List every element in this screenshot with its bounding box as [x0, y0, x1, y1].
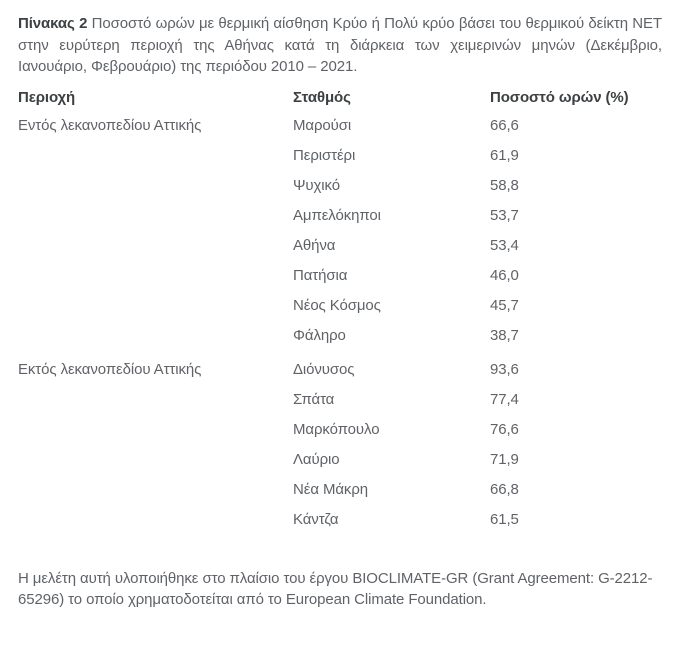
document-page: Πίνακας 2 Ποσοστό ωρών με θερμική αίσθησ…	[18, 13, 662, 609]
station-cell: Ψυχικό	[293, 176, 341, 194]
column-header-percentage: Ποσοστό ωρών (%)	[490, 88, 629, 106]
percentage-cell: 46,0	[490, 266, 519, 284]
percentage-cell: 66,6	[490, 116, 519, 134]
table-row: Κάντζα 61,5	[18, 511, 662, 541]
percentage-cell: 53,7	[490, 206, 519, 224]
percentage-cell: 77,4	[490, 390, 519, 408]
table-row: Περιστέρι 61,9	[18, 147, 662, 177]
table-group-inside-attica: Εντός λεκανοπεδίου Αττικής Μαρούσι 66,6 …	[18, 117, 662, 357]
table-row: Λαύριο 71,9	[18, 451, 662, 481]
table-row: Αμπελόκηποι 53,7	[18, 207, 662, 237]
percentage-cell: 93,6	[490, 360, 519, 378]
table-row: Εκτός λεκανοπεδίου Αττικής Διόνυσος 93,6	[18, 361, 662, 391]
percentage-cell: 71,9	[490, 450, 519, 468]
station-cell: Πατήσια	[293, 266, 348, 284]
funding-acknowledgment: Η μελέτη αυτή υλοποιήθηκε στο πλαίσιο το…	[18, 569, 653, 609]
station-cell: Αμπελόκηποι	[293, 206, 381, 224]
percentage-cell: 66,8	[490, 480, 519, 498]
station-cell: Αθήνα	[293, 236, 336, 254]
table-row: Σπάτα 77,4	[18, 391, 662, 421]
station-cell: Νέος Κόσμος	[293, 296, 381, 314]
table-row: Πατήσια 46,0	[18, 267, 662, 297]
station-cell: Σπάτα	[293, 390, 335, 408]
table-row: Μαρκόπουλο 76,6	[18, 421, 662, 451]
station-cell: Λαύριο	[293, 450, 340, 468]
station-cell: Κάντζα	[293, 510, 339, 528]
table-group-outside-attica: Εκτός λεκανοπεδίου Αττικής Διόνυσος 93,6…	[18, 361, 662, 541]
percentage-cell: 76,6	[490, 420, 519, 438]
percentage-cell: 38,7	[490, 326, 519, 344]
table-row: Ψυχικό 58,8	[18, 177, 662, 207]
table-caption: Πίνακας 2 Ποσοστό ωρών με θερμική αίσθησ…	[18, 13, 662, 78]
column-header-station: Σταθμός	[293, 88, 351, 106]
percentage-cell: 61,9	[490, 146, 519, 164]
percentage-cell: 45,7	[490, 296, 519, 314]
table-row: Νέα Μάκρη 66,8	[18, 481, 662, 511]
station-cell: Περιστέρι	[293, 146, 356, 164]
region-cell: Εκτός λεκανοπεδίου Αττικής	[18, 360, 202, 378]
percentage-cell: 58,8	[490, 176, 519, 194]
percentage-cell: 53,4	[490, 236, 519, 254]
station-cell: Μαρούσι	[293, 116, 352, 134]
station-cell: Διόνυσος	[293, 360, 355, 378]
table-row: Φάληρο 38,7	[18, 327, 662, 357]
table-row: Εντός λεκανοπεδίου Αττικής Μαρούσι 66,6	[18, 117, 662, 147]
table-header-row: Περιοχή Σταθμός Ποσοστό ωρών (%)	[18, 89, 662, 117]
column-header-region: Περιοχή	[18, 88, 76, 106]
percentage-cell: 61,5	[490, 510, 519, 528]
station-cell: Μαρκόπουλο	[293, 420, 380, 438]
table-caption-label: Πίνακας 2	[18, 15, 88, 32]
station-cell: Φάληρο	[293, 326, 346, 344]
table-row: Αθήνα 53,4	[18, 237, 662, 267]
table-caption-text: Ποσοστό ωρών με θερμική αίσθηση Κρύο ή Π…	[18, 15, 662, 75]
station-cell: Νέα Μάκρη	[293, 480, 369, 498]
stations-table: Περιοχή Σταθμός Ποσοστό ωρών (%) Εντός λ…	[18, 89, 662, 541]
region-cell: Εντός λεκανοπεδίου Αττικής	[18, 116, 202, 134]
table-row: Νέος Κόσμος 45,7	[18, 297, 662, 327]
